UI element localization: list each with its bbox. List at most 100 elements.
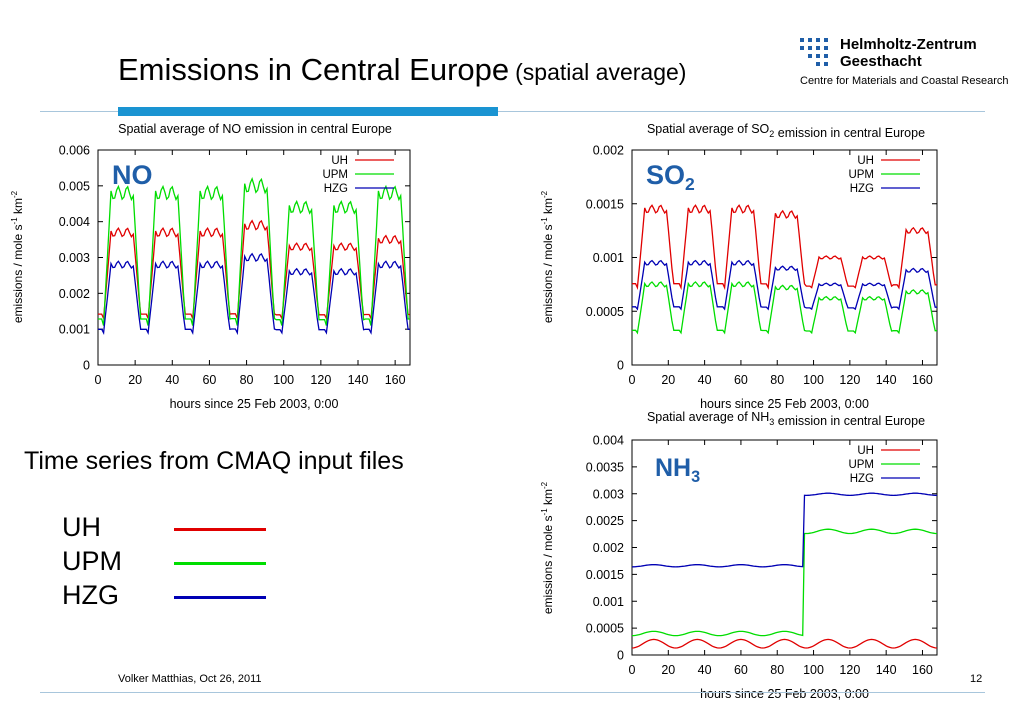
y-tick-label: 0.001: [593, 595, 624, 609]
x-tick-label: 0: [629, 663, 636, 677]
species-label: NH3: [655, 454, 700, 486]
y-tick-label: 0.0035: [586, 460, 624, 474]
x-tick-label: 120: [310, 373, 331, 387]
x-tick-label: 40: [698, 373, 712, 387]
caption-text: Time series from CMAQ input files: [24, 447, 404, 475]
legend-label: UH: [331, 155, 348, 167]
x-tick-label: 160: [912, 373, 933, 387]
x-tick-label: 160: [385, 373, 406, 387]
y-axis-label: emissions / mole s-1 km-2: [10, 190, 25, 323]
legend-label: HZG: [324, 183, 348, 195]
x-axis-label: hours since 25 Feb 2003, 0:00: [170, 397, 339, 411]
y-tick-label: 0.0005: [586, 622, 624, 636]
x-tick-label: 100: [803, 373, 824, 387]
series-line-uh: [631, 638, 938, 649]
series-line-upm: [632, 281, 937, 335]
y-tick-label: 0.002: [593, 541, 624, 555]
x-tick-label: 80: [240, 373, 254, 387]
x-tick-label: 0: [629, 373, 636, 387]
x-axis-label: hours since 25 Feb 2003, 0:00: [700, 397, 869, 411]
y-axis-label: emissions / mole s-1 km-2: [540, 481, 555, 614]
x-tick-label: 140: [876, 373, 897, 387]
y-tick-label: 0.001: [59, 323, 90, 337]
x-tick-label: 60: [734, 373, 748, 387]
x-tick-label: 120: [839, 373, 860, 387]
x-axis-label: hours since 25 Feb 2003, 0:00: [700, 687, 869, 701]
legend-label: HZG: [850, 473, 874, 485]
y-tick-label: 0: [83, 359, 90, 373]
x-tick-label: 80: [770, 663, 784, 677]
slide-legend-label: UPM: [62, 546, 122, 576]
series-line-uh: [632, 204, 937, 291]
slide-legend-item-hzg: HZG: [62, 580, 302, 614]
x-tick-label: 20: [661, 373, 675, 387]
slide-legend-label: UH: [62, 512, 101, 542]
y-tick-label: 0: [617, 359, 624, 373]
footer-author: Volker Matthias, Oct 26, 2011: [118, 673, 262, 685]
y-tick-label: 0.0025: [586, 514, 624, 528]
x-tick-label: 80: [770, 373, 784, 387]
header-divider: [40, 111, 985, 112]
legend-label: UPM: [848, 169, 874, 181]
legend-label: UPM: [322, 169, 348, 181]
logo-dots-icon: [800, 38, 832, 70]
page-number: 12: [970, 673, 983, 685]
y-tick-label: 0.002: [593, 144, 624, 158]
logo-line-2: Geesthacht: [840, 53, 922, 70]
y-tick-label: 0: [617, 649, 624, 663]
series-line-upm: [98, 177, 410, 326]
legend-label: HZG: [850, 183, 874, 195]
y-tick-label: 0.0015: [586, 568, 624, 582]
slide-title-main: Emissions in Central Europe: [118, 52, 510, 87]
slide-legend-item-upm: UPM: [62, 546, 302, 580]
y-tick-label: 0.002: [59, 287, 90, 301]
y-tick-label: 0.0015: [586, 197, 624, 211]
x-tick-label: 120: [839, 663, 860, 677]
series-line-hzg: [631, 492, 938, 568]
x-tick-label: 100: [803, 663, 824, 677]
x-tick-label: 60: [202, 373, 216, 387]
species-label: SO2: [646, 160, 695, 194]
x-tick-label: 20: [128, 373, 142, 387]
slide-legend-item-uh: UH: [62, 512, 302, 546]
hzg-line-swatch: [174, 596, 266, 599]
slide-title: Emissions in Central Europe (spatial aver…: [118, 52, 686, 88]
y-axis-label: emissions / mole s-1 km-2: [540, 190, 555, 323]
y-tick-label: 0.004: [593, 434, 624, 448]
x-tick-label: 100: [273, 373, 294, 387]
chart-title: Spatial average of NH3 emission in centr…: [647, 410, 925, 428]
slide-legend-label: HZG: [62, 580, 119, 610]
legend-label: UPM: [848, 459, 874, 471]
y-tick-label: 0.0005: [586, 305, 624, 319]
uh-line-swatch: [174, 528, 266, 531]
y-tick-label: 0.005: [59, 179, 90, 193]
y-tick-label: 0.003: [59, 251, 90, 265]
upm-line-swatch: [174, 562, 266, 565]
logo-line-3: Centre for Materials and Coastal Researc…: [800, 75, 1009, 87]
x-tick-label: 20: [661, 663, 675, 677]
legend-label: UH: [857, 445, 874, 457]
x-tick-label: 140: [348, 373, 369, 387]
x-tick-label: 40: [698, 663, 712, 677]
y-tick-label: 0.001: [593, 251, 624, 265]
x-tick-label: 0: [95, 373, 102, 387]
y-tick-label: 0.003: [593, 487, 624, 501]
x-tick-label: 160: [912, 663, 933, 677]
legend-label: UH: [857, 155, 874, 167]
y-tick-label: 0.004: [59, 215, 90, 229]
helmholtz-logo: Helmholtz-Zentrum Geesthacht Centre for …: [798, 35, 1008, 95]
slide-title-subtitle: (spatial average): [515, 59, 687, 85]
accent-bar: [118, 107, 498, 116]
chart-title: Spatial average of SO2 emission in centr…: [647, 122, 925, 140]
footer-divider: [40, 692, 985, 693]
x-tick-label: 40: [165, 373, 179, 387]
x-tick-label: 140: [876, 663, 897, 677]
y-tick-label: 0.006: [59, 144, 90, 158]
logo-line-1: Helmholtz-Zentrum: [840, 36, 977, 53]
chart-title: Spatial average of NO emission in centra…: [118, 122, 392, 136]
series-line-upm: [632, 528, 937, 637]
slide-legend: UH UPM HZG: [62, 512, 302, 614]
